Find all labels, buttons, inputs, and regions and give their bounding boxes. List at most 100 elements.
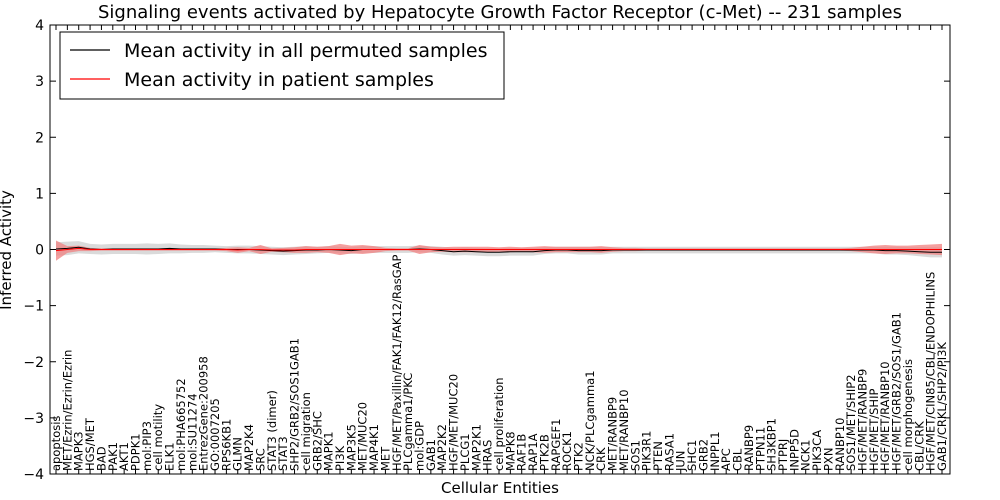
y-axis-ticks: −4 −3 −2 −1 0 1 2 3 4 <box>23 18 950 483</box>
x-category-label-36: PLCG1 <box>458 433 472 471</box>
x-category-label-37: MAP2K1 <box>469 424 483 471</box>
x-category-label-58: INPPL1 <box>708 431 722 471</box>
x-category-label-2: MAPK3 <box>72 431 86 471</box>
x-category-label-57: GRB2 <box>696 439 710 471</box>
x-category-label-69: RANBP10 <box>833 418 847 471</box>
x-category-label-32: mol:GDP <box>412 421 426 471</box>
x-category-label-7: PDPK1 <box>129 433 143 471</box>
x-category-label-10: ELK1 <box>163 442 177 471</box>
y-tick-label-3: −1 <box>23 299 44 315</box>
plot-frame <box>49 24 951 475</box>
x-category-label-74: HGF/MET/GRB2/SOS1/GAB1 <box>890 312 904 471</box>
x-category-label-28: MAP4K1 <box>367 424 381 471</box>
x-category-label-64: PTPRJ <box>776 439 790 471</box>
x-category-label-31: PLCgamma1/PKC <box>401 373 415 471</box>
y-tick-label-0: −4 <box>23 467 44 483</box>
x-category-label-75: cell morphogenesis <box>901 359 915 471</box>
chart-title: Signaling events activated by Hepatocyte… <box>98 2 902 23</box>
x-category-label-17: MAP2K4 <box>242 424 256 471</box>
x-category-label-62: PTPN11 <box>753 427 767 471</box>
x-category-label-21: SHP2/GRB2/SOS1GAB1 <box>288 338 302 471</box>
y-tick-label-2: −2 <box>23 355 44 371</box>
x-category-label-48: CRK <box>594 447 608 471</box>
y-tick-label-8: 4 <box>35 18 44 34</box>
x-category-label-15: RPS6KB1 <box>219 419 233 471</box>
y-axis-title: Inferred Activity <box>0 190 15 310</box>
x-category-label-20: STAT3 <box>276 436 290 471</box>
x-category-label-78: GAB1/CRKL/SHP2/PI3K <box>935 342 949 471</box>
x-category-label-18: SRC <box>253 448 267 471</box>
x-axis-ticks <box>55 25 943 474</box>
x-category-label-65: INPP5D <box>787 429 801 471</box>
x-category-label-22: cell migration <box>299 392 313 471</box>
x-category-label-25: PI3K <box>333 445 347 471</box>
x-category-label-23: GRB2/SHC <box>310 411 324 471</box>
x-category-label-72: HGF/MET/SHIP <box>867 389 881 471</box>
x-category-label-29: MET <box>378 446 392 471</box>
x-category-label-13: EntrezGene:200958 <box>197 356 211 471</box>
x-category-label-66: NCK1 <box>799 440 813 472</box>
x-category-label-73: HGF/MET/RANBP10 <box>878 361 892 471</box>
legend: Mean activity in all permuted samples Me… <box>59 31 505 100</box>
x-category-label-46: PTK2 <box>572 442 586 471</box>
legend-label-permuted: Mean activity in all permuted samples <box>124 40 487 62</box>
x-category-label-40: MAPK8 <box>503 431 517 471</box>
x-category-label-4: BAD <box>94 446 108 471</box>
x-category-label-1: MET/Ezrin/Ezrin/Ezrin <box>60 350 74 471</box>
x-category-label-24: MAPK1 <box>322 431 336 471</box>
x-category-label-45: ROCK1 <box>560 431 574 471</box>
x-category-label-47: NCK/PLCgamma1 <box>583 370 597 471</box>
x-category-label-9: cell motility <box>151 404 165 471</box>
x-category-label-26: MAP3K5 <box>344 424 358 471</box>
y-tick-label-1: −3 <box>23 411 44 427</box>
x-category-label-14: GO:0007205 <box>208 398 222 471</box>
x-category-label-11: mol:PHA665752 <box>174 378 188 471</box>
x-category-label-52: PIK3R1 <box>640 431 654 472</box>
x-category-label-41: RAF1B <box>515 434 529 471</box>
x-category-label-38: HRAS <box>481 440 495 471</box>
x-category-label-76: CBL/CRK <box>912 421 926 471</box>
x-category-label-6: AKT1 <box>117 442 131 471</box>
x-category-label-39: cell proliferation <box>492 377 506 471</box>
band-series-1 <box>56 240 942 261</box>
x-category-label-27: MET/MUC20 <box>356 402 370 471</box>
x-category-label-34: MAP2K2 <box>435 424 449 471</box>
x-category-label-68: PXN <box>821 448 835 471</box>
x-category-label-63: SH3KBP1 <box>765 418 779 471</box>
x-category-label-49: MET/RANBP9 <box>606 397 620 471</box>
x-category-label-8: mol:PIP3 <box>140 421 154 471</box>
x-category-labels: apoptosisMET/Ezrin/Ezrin/EzrinMAPK3HGS/M… <box>49 254 949 472</box>
x-category-label-5: PAK1 <box>106 442 120 471</box>
x-category-label-77: HGF/MET/CIN85/CBL/ENDOPHILINS <box>924 272 938 471</box>
x-category-label-55: JUN <box>674 451 688 472</box>
x-category-label-71: HGF/MET/RANBP9 <box>855 369 869 471</box>
x-category-label-59: APC <box>719 448 733 471</box>
x-category-label-50: MET/RANBP10 <box>617 389 631 471</box>
legend-label-patient: Mean activity in patient samples <box>124 69 434 91</box>
x-category-label-44: RAPGEF1 <box>549 419 563 471</box>
x-category-label-54: RASA1 <box>662 433 676 471</box>
line-series-1 <box>55 247 942 252</box>
x-axis-title: Cellular Entities <box>441 479 559 497</box>
legend-box <box>59 31 505 100</box>
x-category-label-16: GLMN <box>231 437 245 471</box>
x-category-label-51: SOS1 <box>628 440 642 471</box>
y-tick-label-7: 3 <box>35 74 44 90</box>
x-category-label-70: SOS1/MET/SHIP2 <box>844 374 858 471</box>
x-category-label-30: HGF/MET/Paxillin/FAK1/FAK12/RasGAP <box>390 254 404 471</box>
x-category-label-19: STAT3 (dimer) <box>265 390 279 471</box>
x-category-label-33: GAB1 <box>424 439 438 471</box>
x-category-label-12: mol:SU11274 <box>185 393 199 471</box>
x-category-label-67: PIK3CA <box>810 430 824 471</box>
x-category-label-3: HGS/MET <box>83 417 97 471</box>
x-category-label-61: RANBP9 <box>742 425 756 471</box>
series-lines <box>55 246 942 253</box>
y-tick-label-5: 1 <box>35 186 44 202</box>
y-tick-label-4: 0 <box>35 243 44 259</box>
x-category-label-0: apoptosis <box>49 416 63 471</box>
y-tick-label-6: 2 <box>35 130 44 146</box>
x-category-label-56: SHC1 <box>685 440 699 471</box>
x-category-label-43: PTK2B <box>537 434 551 471</box>
x-category-label-42: RAP1A <box>526 433 540 471</box>
